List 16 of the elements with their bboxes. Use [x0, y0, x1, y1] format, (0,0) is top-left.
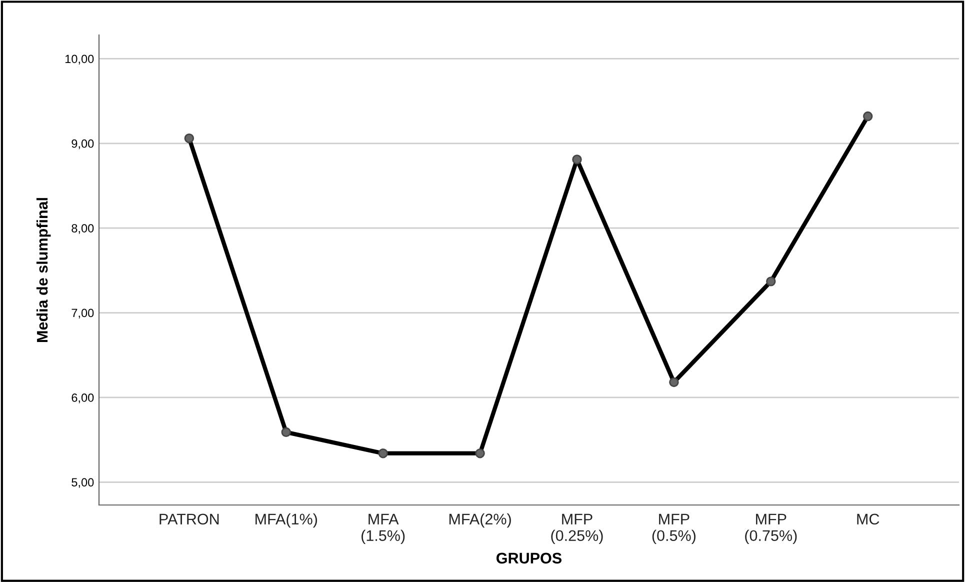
x-tick-label: MFA(1%)	[256, 513, 318, 528]
x-axis-title: GRUPOS	[496, 552, 562, 564]
y-axis-title: Media de slumpfinal	[36, 198, 51, 342]
x-tick-label: MFP (0.75%)	[745, 514, 797, 544]
x-tick-label: PATRON	[160, 514, 219, 525]
x-tick-label: MFA(2%)	[449, 513, 511, 528]
y-tick-label: 7,00	[72, 308, 94, 319]
y-tick-label: 9,00	[72, 139, 94, 150]
y-tick-label: 6,00	[72, 393, 94, 404]
y-tick-label: 10,00	[66, 54, 94, 64]
x-tick-label: MFP (0.5%)	[652, 514, 696, 544]
y-tick-label: 5,00	[72, 478, 94, 488]
x-tick-label: MFA (1.5%)	[362, 514, 405, 544]
x-tick-label: MC	[857, 514, 880, 525]
x-tick-label: MFP (0.25%)	[551, 514, 603, 544]
y-tick-label: 8,00	[72, 224, 94, 234]
